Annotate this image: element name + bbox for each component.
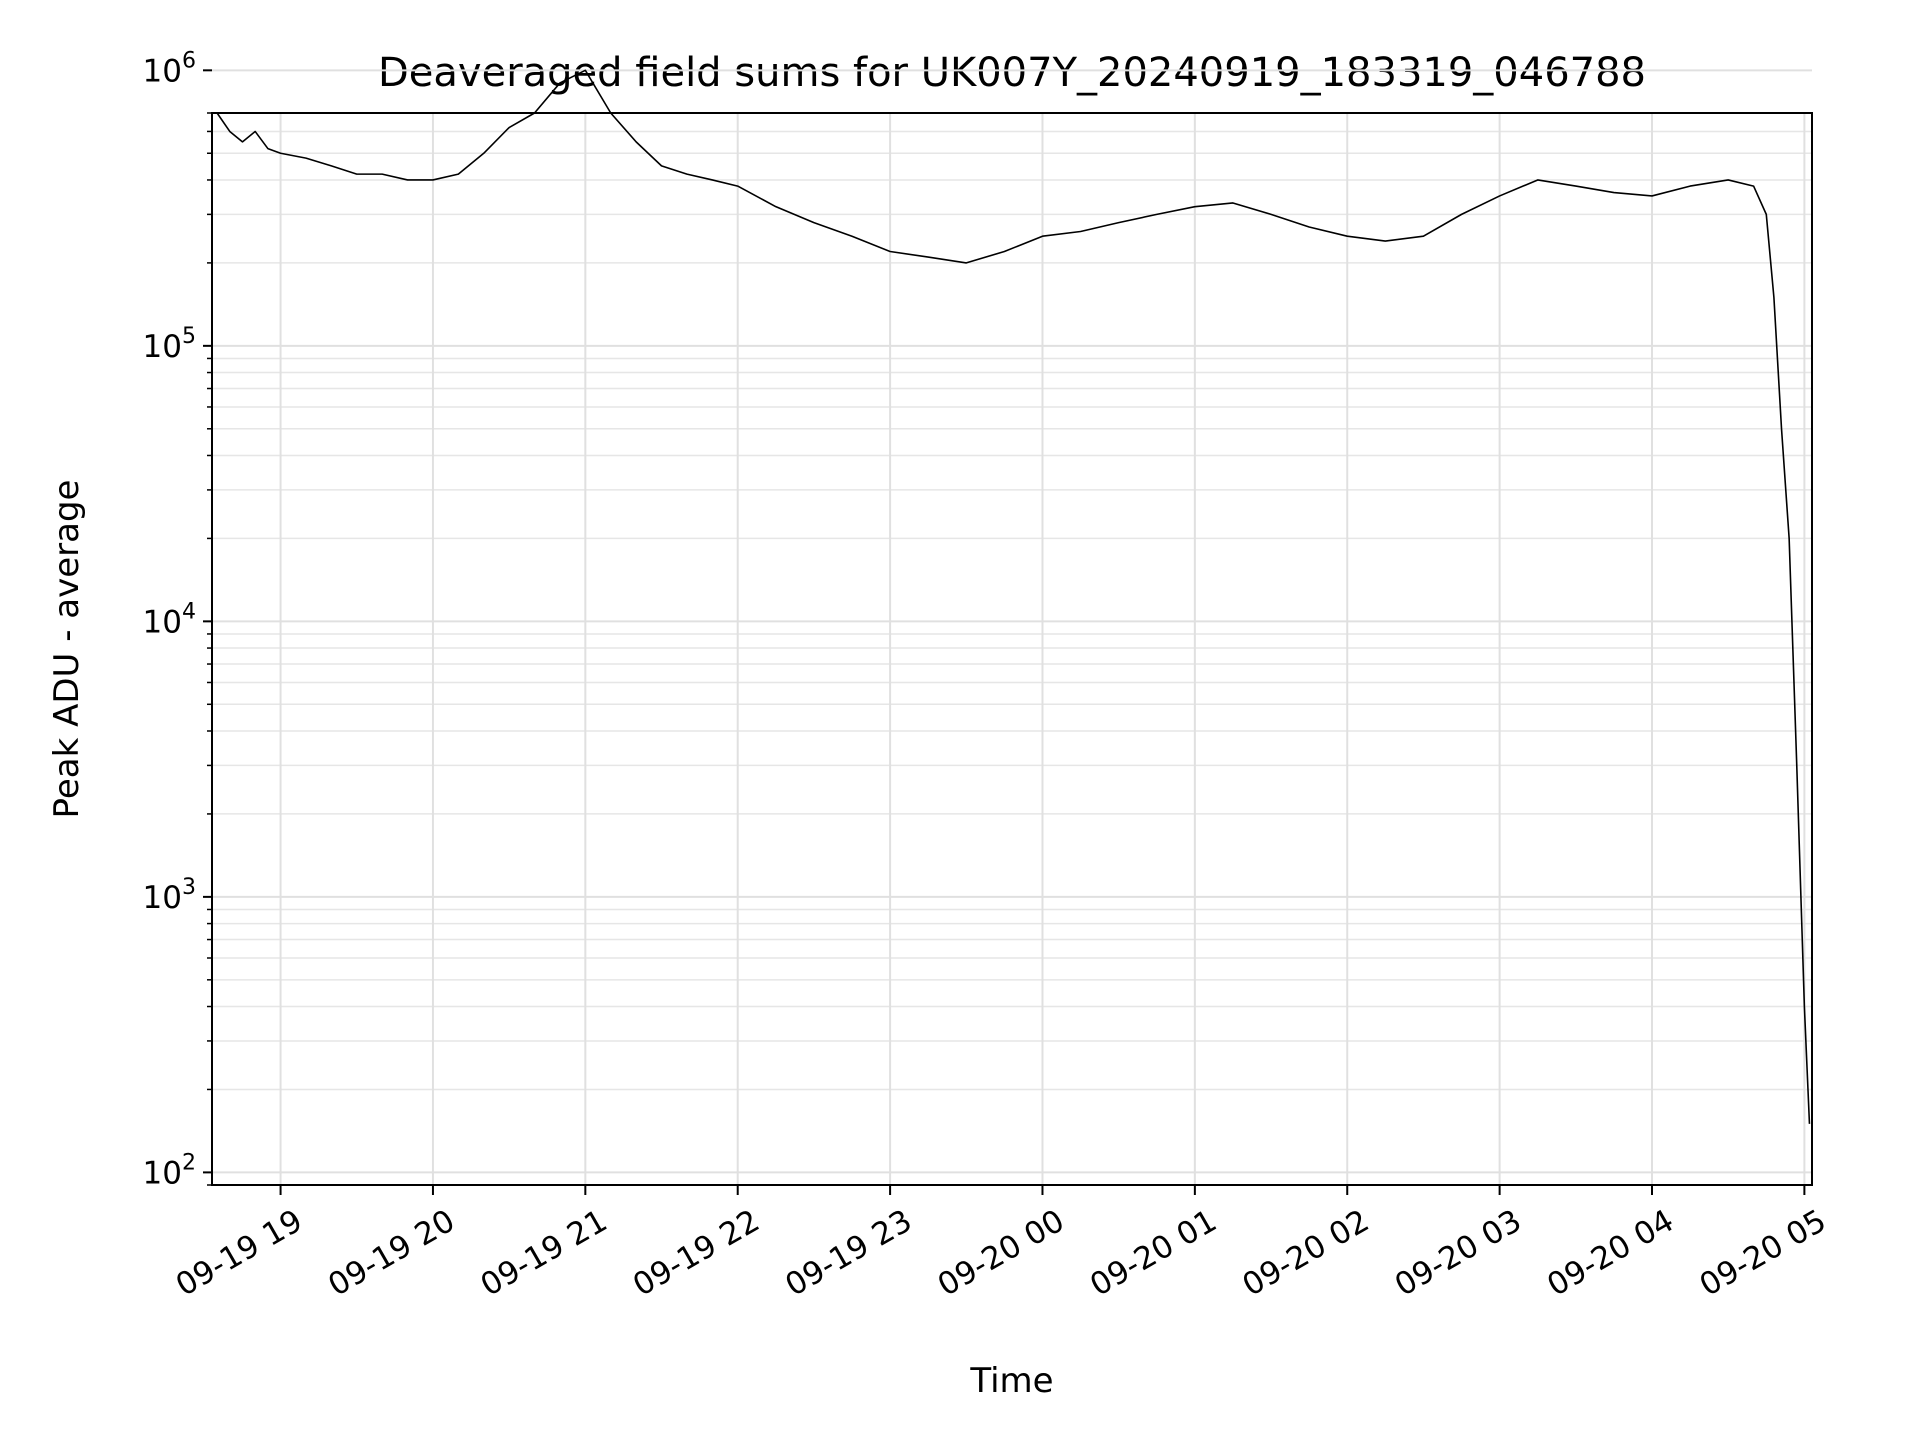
x-tick-label: 09-19 23 [779, 1203, 918, 1304]
x-axis: 09-19 19 09-19 20 09-19 21 09-19 22 09-19 23… [170, 1185, 1833, 1304]
y-tick-label: 103 [143, 875, 196, 916]
chart-title: Deaveraged field sums for UK007Y_2024091… [378, 50, 1646, 96]
y-tick-label: 105 [143, 324, 196, 365]
x-tick-label: 09-20 02 [1237, 1203, 1376, 1304]
y-axis: 102 103 104 105 106 [143, 48, 212, 1191]
y-tick-label: 104 [143, 599, 196, 640]
x-tick-label: 09-19 19 [170, 1203, 309, 1304]
x-tick-label: 09-19 22 [627, 1203, 766, 1304]
x-axis-title: Time [969, 1361, 1053, 1401]
y-tick-label: 106 [143, 48, 196, 89]
x-tick-label: 09-20 03 [1389, 1203, 1528, 1304]
x-tick-label: 09-19 20 [322, 1203, 461, 1304]
plot-frame [211, 112, 1813, 1186]
y-tick-label: 102 [143, 1150, 196, 1191]
series-line-0 [216, 69, 1811, 1124]
x-tick-label: 09-20 05 [1694, 1203, 1833, 1304]
y-axis-title: Peak ADU - average [47, 480, 87, 819]
x-tick-label: 09-20 01 [1084, 1203, 1223, 1304]
grid [212, 69, 1812, 1186]
x-tick-label: 09-20 00 [932, 1203, 1071, 1304]
series-group [216, 69, 1811, 1124]
x-tick-label: 09-19 21 [475, 1203, 614, 1304]
x-tick-label: 09-20 04 [1541, 1203, 1680, 1304]
